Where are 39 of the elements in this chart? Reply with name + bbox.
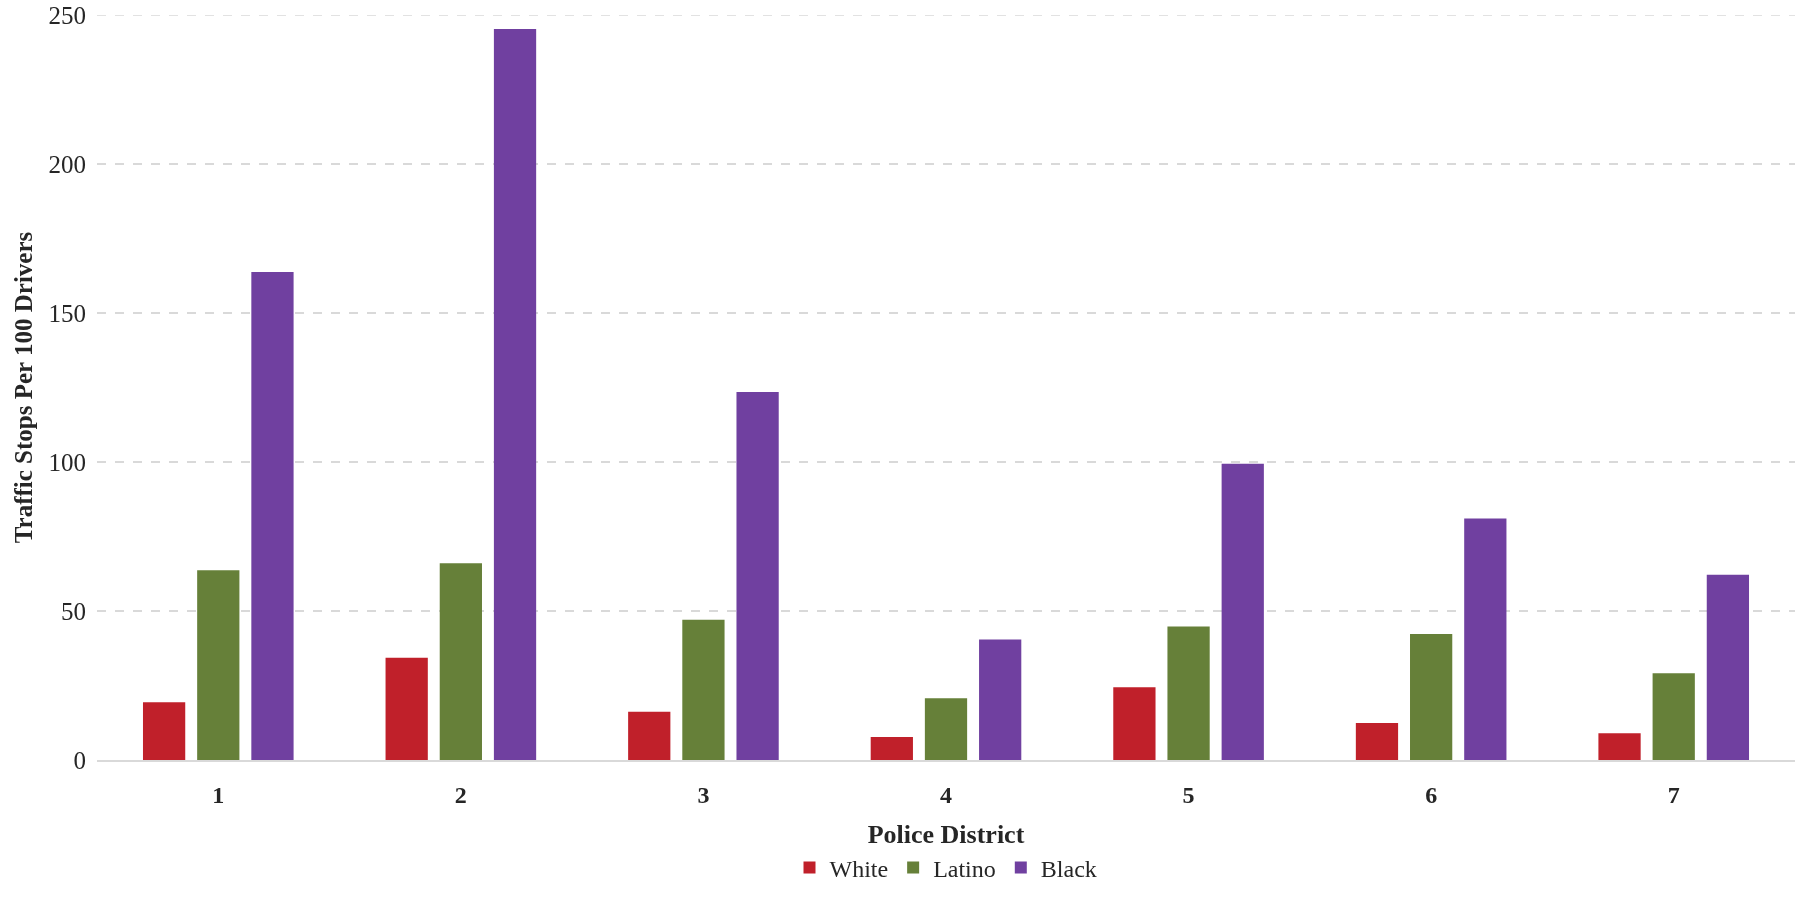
bar <box>979 639 1022 760</box>
x-tick-label: 1 <box>212 781 225 808</box>
bar <box>1221 463 1264 760</box>
y-tick-label: 250 <box>48 1 86 29</box>
y-tick-label: 150 <box>48 299 86 327</box>
x-tick-label: 6 <box>1425 781 1438 808</box>
legend-label: Latino <box>933 855 996 882</box>
bar <box>924 698 968 760</box>
x-tick-label: 7 <box>1667 781 1680 808</box>
bar <box>251 271 294 760</box>
y-tick-label: 0 <box>73 746 86 774</box>
x-tick-label: 4 <box>940 781 952 808</box>
legend-label: Black <box>1040 855 1097 882</box>
bar <box>1652 673 1695 760</box>
bar <box>1706 574 1750 760</box>
x-axis-title: Police District <box>867 820 1025 849</box>
bar <box>1167 626 1210 760</box>
bar <box>385 657 428 760</box>
bar <box>1113 687 1156 760</box>
bar <box>682 619 725 760</box>
bar <box>870 737 913 760</box>
bar <box>493 29 537 760</box>
y-tick-label: 200 <box>48 150 86 178</box>
legend-label: White <box>829 855 889 882</box>
bar <box>1464 518 1507 760</box>
bar <box>1355 723 1399 760</box>
y-axis-title: Traffic Stops Per 100 Drivers <box>10 231 38 544</box>
bar <box>628 711 671 760</box>
bar <box>1410 633 1453 760</box>
x-tick-label: 5 <box>1182 781 1195 808</box>
bar <box>736 391 779 760</box>
y-tick-label: 50 <box>61 597 86 625</box>
bar <box>1598 733 1641 760</box>
bar <box>197 570 240 760</box>
bar <box>439 563 482 760</box>
y-tick-label: 100 <box>48 448 86 476</box>
bar <box>142 702 186 760</box>
x-tick-label: 2 <box>454 781 467 808</box>
x-tick-label: 3 <box>697 781 710 808</box>
